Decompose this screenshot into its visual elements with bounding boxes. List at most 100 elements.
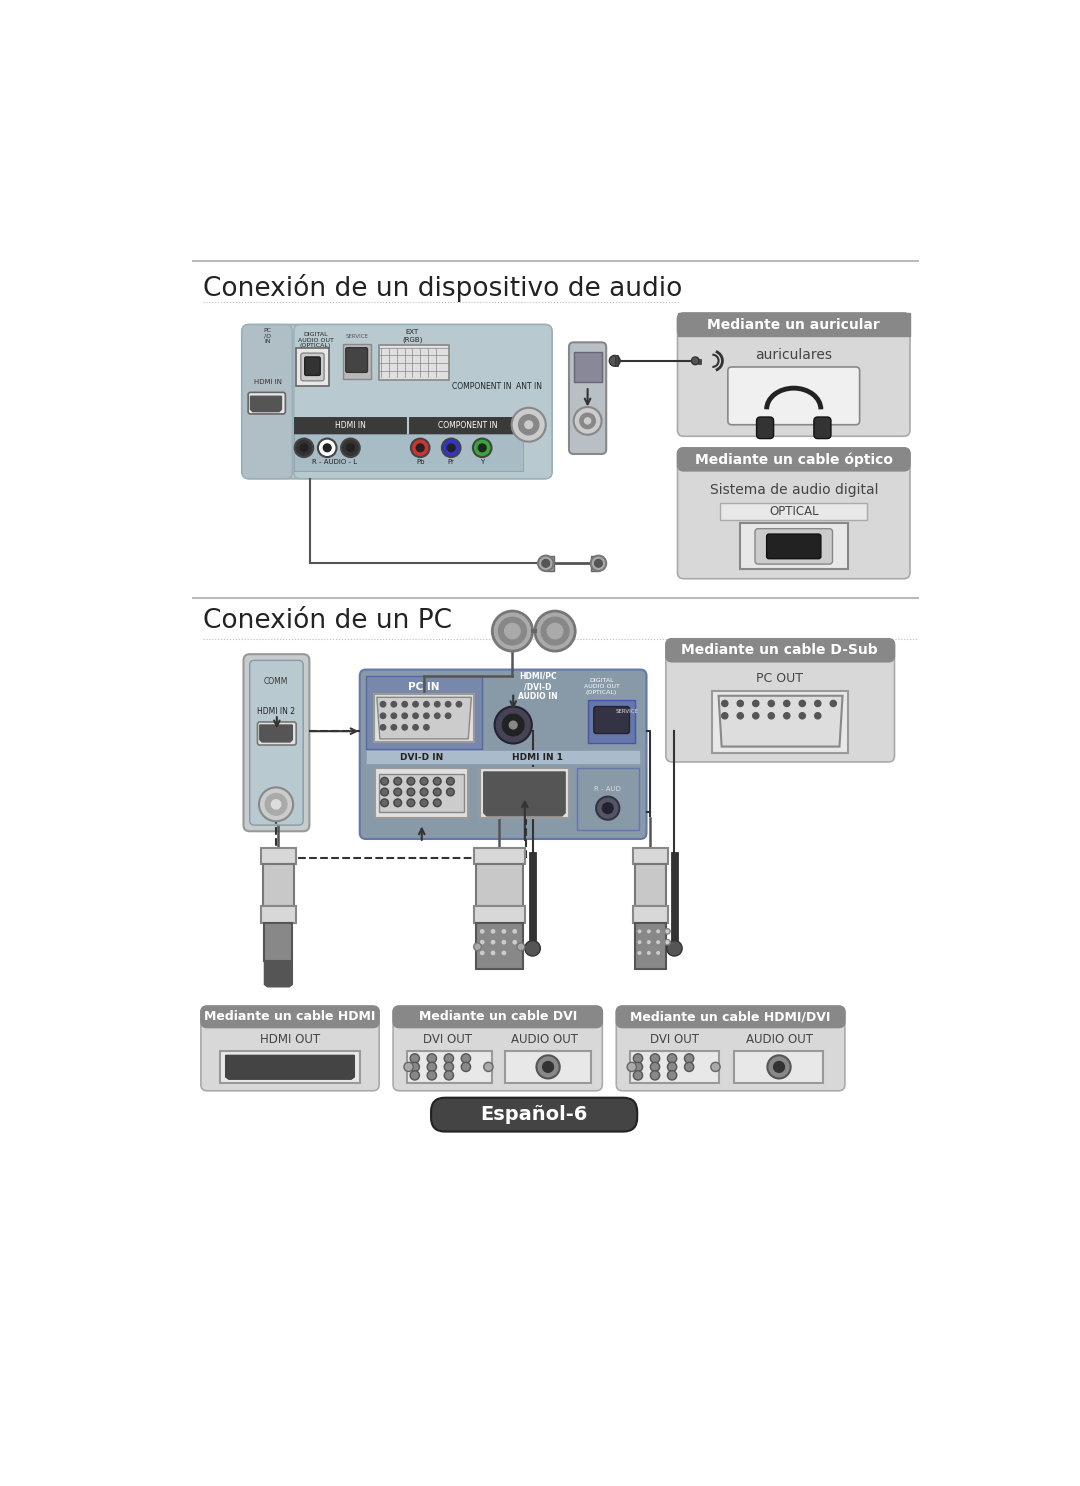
FancyBboxPatch shape [617,1006,845,1028]
Circle shape [656,929,661,935]
Bar [296,348,328,386]
Circle shape [721,713,728,719]
Text: DVI OUT: DVI OUT [650,1033,699,1046]
Text: R - AUD: R - AUD [594,786,621,792]
Bar [671,851,678,948]
Circle shape [434,713,440,718]
Circle shape [490,929,496,935]
Circle shape [784,713,789,719]
Bar [635,923,666,969]
Circle shape [596,796,619,820]
Text: HDMI/PC
/DVI-D
AUDIO IN: HDMI/PC /DVI-D AUDIO IN [518,672,557,701]
Circle shape [814,700,821,706]
Circle shape [347,444,354,452]
Circle shape [711,1062,720,1071]
Circle shape [428,1054,436,1062]
Text: Conexión de un PC: Conexión de un PC [203,608,453,635]
Bar [505,1051,591,1083]
Circle shape [394,788,402,796]
Circle shape [433,799,441,807]
Circle shape [650,1062,660,1071]
FancyBboxPatch shape [755,529,833,565]
Circle shape [541,617,569,645]
Circle shape [423,713,429,718]
FancyBboxPatch shape [301,354,324,380]
Circle shape [784,700,789,706]
Circle shape [391,713,396,718]
Circle shape [428,1062,436,1071]
Circle shape [637,950,643,955]
Circle shape [391,701,396,707]
Circle shape [633,1071,643,1080]
FancyBboxPatch shape [242,324,552,478]
Circle shape [799,713,806,719]
Bar [633,906,669,923]
Circle shape [442,438,460,458]
Circle shape [445,701,450,707]
Circle shape [738,713,743,719]
Circle shape [591,556,606,571]
Circle shape [410,438,430,458]
Text: SERVICE: SERVICE [616,709,638,715]
Bar [591,556,598,571]
Text: HDMI IN 1: HDMI IN 1 [513,753,564,762]
Circle shape [490,950,496,955]
Circle shape [542,559,550,568]
Text: PC OUT: PC OUT [756,672,804,685]
Circle shape [768,1055,791,1079]
Bar [713,691,848,753]
FancyBboxPatch shape [360,670,647,840]
Circle shape [525,421,532,428]
Bar [476,863,523,906]
Text: OPTICAL: OPTICAL [769,505,819,519]
Text: HDMI OUT: HDMI OUT [260,1033,320,1046]
Circle shape [484,1062,494,1071]
Circle shape [461,1062,471,1071]
Circle shape [295,438,313,458]
FancyBboxPatch shape [814,418,831,438]
Text: AUDIO OUT: AUDIO OUT [511,1033,578,1046]
Circle shape [402,701,407,707]
Bar [635,863,666,906]
Circle shape [271,799,281,808]
FancyBboxPatch shape [257,722,296,744]
Circle shape [492,611,532,651]
Circle shape [603,802,613,813]
Text: Mediante un cable HDMI: Mediante un cable HDMI [204,1010,376,1024]
Bar [407,1051,492,1083]
Text: COMPONENT IN: COMPONENT IN [453,382,512,391]
Bar [573,352,602,382]
Circle shape [525,941,540,955]
Circle shape [434,701,440,707]
Bar [577,768,638,829]
Circle shape [537,1055,559,1079]
FancyBboxPatch shape [201,1006,379,1091]
Circle shape [667,1062,677,1071]
Bar [408,418,526,434]
Circle shape [413,725,418,730]
Circle shape [633,1054,643,1062]
Bar [262,863,294,906]
Circle shape [413,713,418,718]
Text: COMM: COMM [264,676,288,685]
Circle shape [637,929,643,935]
Circle shape [407,799,415,807]
Circle shape [501,950,507,955]
FancyBboxPatch shape [767,533,821,559]
Polygon shape [265,961,293,987]
Circle shape [380,725,386,730]
Text: Conexión de un dispositivo de audio: Conexión de un dispositivo de audio [203,273,683,302]
Text: DIGITAL
AUDIO OUT
(OPTICAL): DIGITAL AUDIO OUT (OPTICAL) [298,331,334,348]
Bar [631,1051,719,1083]
Circle shape [667,1071,677,1080]
Circle shape [416,444,424,452]
Circle shape [407,777,415,785]
Text: HDMI IN: HDMI IN [254,379,282,385]
Bar [261,906,296,923]
Circle shape [609,355,620,366]
Circle shape [447,444,455,452]
Bar [374,694,474,742]
Text: PC IN: PC IN [408,682,440,691]
Circle shape [341,438,360,458]
Bar [265,923,293,961]
